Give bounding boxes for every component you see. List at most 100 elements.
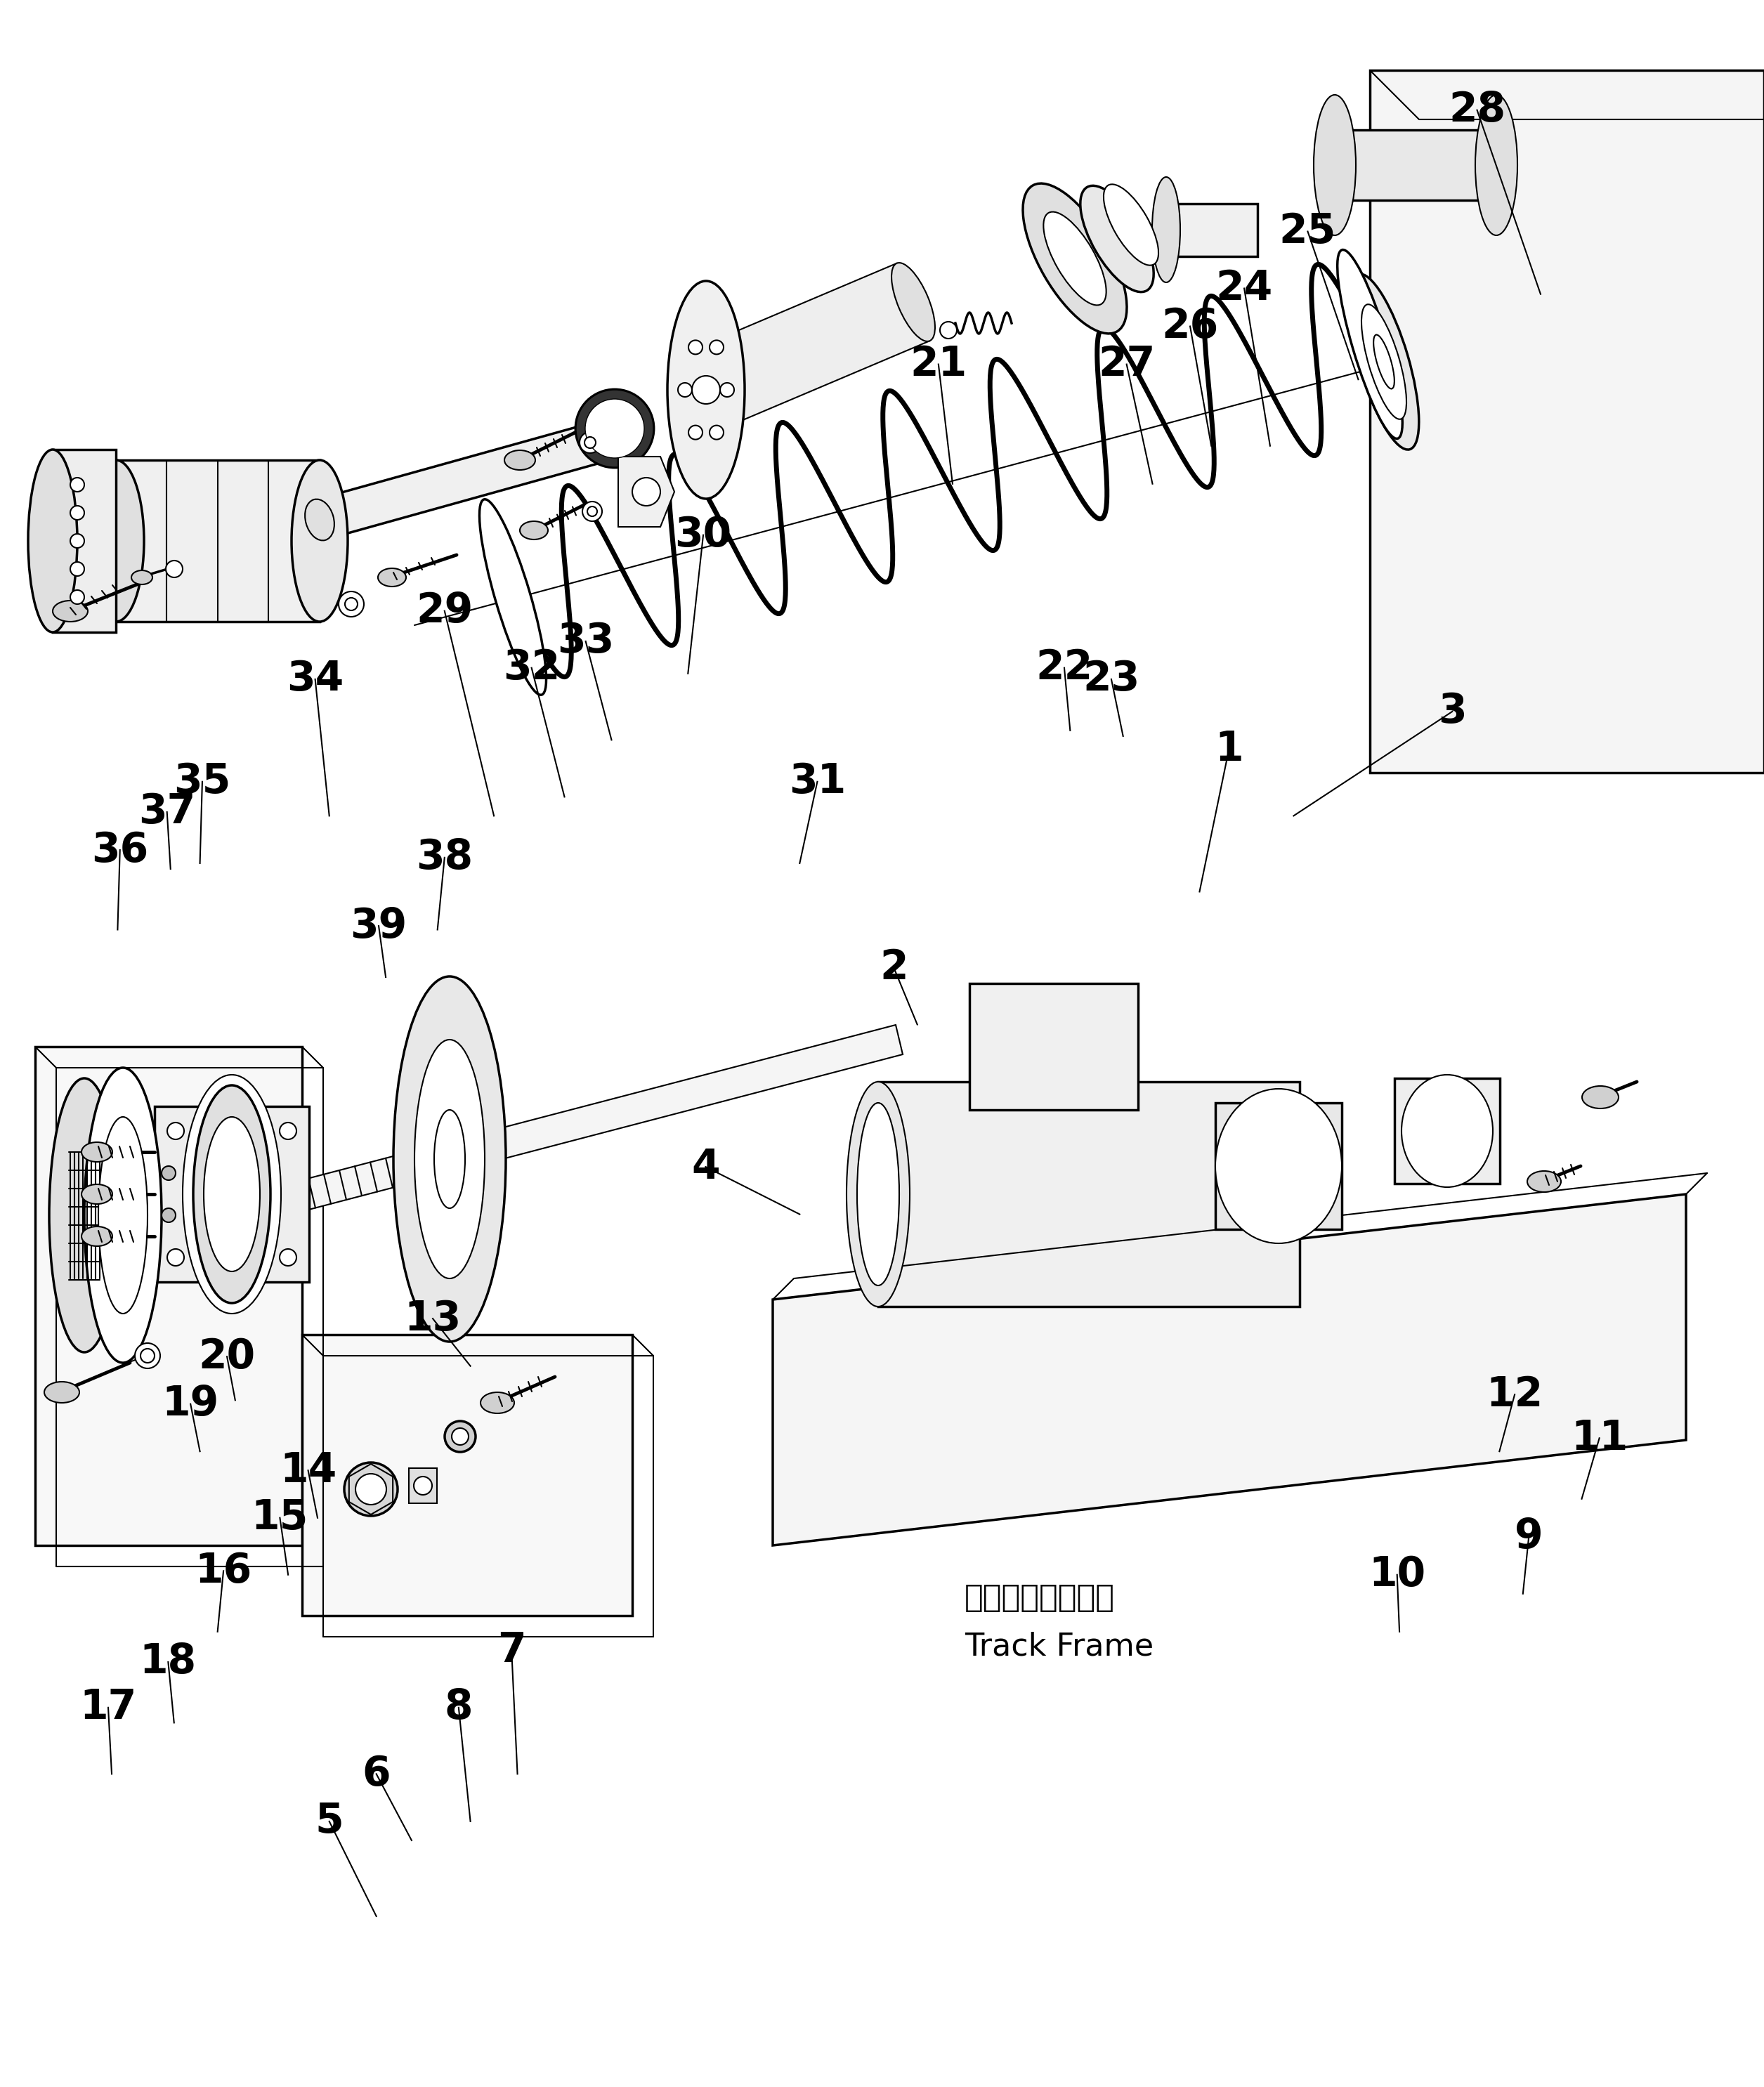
Ellipse shape [1337, 250, 1402, 438]
Text: 37: 37 [138, 791, 196, 833]
Text: 29: 29 [416, 591, 473, 630]
Bar [1395, 1079, 1499, 1183]
Text: 18: 18 [139, 1642, 196, 1682]
Text: 23: 23 [1083, 659, 1140, 699]
Circle shape [580, 432, 602, 453]
Circle shape [709, 426, 723, 440]
Text: 2: 2 [880, 947, 908, 987]
Circle shape [166, 561, 183, 578]
Ellipse shape [99, 1117, 148, 1313]
Text: 20: 20 [199, 1336, 256, 1377]
Ellipse shape [1152, 177, 1180, 282]
Circle shape [339, 591, 363, 618]
Ellipse shape [415, 1039, 485, 1279]
Ellipse shape [305, 499, 335, 541]
Text: 27: 27 [1097, 344, 1155, 384]
Circle shape [344, 1463, 397, 1515]
Polygon shape [35, 1048, 302, 1544]
Polygon shape [349, 1463, 393, 1515]
Text: 17: 17 [79, 1688, 138, 1728]
Circle shape [71, 534, 85, 549]
Circle shape [577, 390, 653, 467]
Ellipse shape [44, 1382, 79, 1402]
Text: トラックフレーム: トラックフレーム [965, 1582, 1115, 1613]
Text: 36: 36 [92, 831, 148, 870]
Ellipse shape [131, 570, 152, 584]
Ellipse shape [53, 601, 88, 622]
Text: 28: 28 [1448, 90, 1505, 129]
Circle shape [71, 478, 85, 493]
Polygon shape [773, 1194, 1686, 1544]
Circle shape [688, 426, 702, 440]
Ellipse shape [1374, 334, 1394, 388]
Ellipse shape [1080, 186, 1154, 292]
Ellipse shape [1104, 184, 1159, 265]
Ellipse shape [434, 1110, 466, 1208]
Ellipse shape [194, 1085, 270, 1302]
Text: 32: 32 [503, 647, 561, 689]
Polygon shape [690, 263, 930, 428]
Circle shape [445, 1421, 476, 1453]
Ellipse shape [1349, 273, 1418, 449]
Text: 10: 10 [1369, 1555, 1425, 1594]
Bar [1166, 205, 1258, 257]
Circle shape [584, 436, 596, 449]
Text: 15: 15 [250, 1498, 309, 1538]
Ellipse shape [1528, 1171, 1561, 1192]
Ellipse shape [1023, 184, 1127, 334]
Text: 6: 6 [362, 1753, 390, 1795]
Text: 21: 21 [910, 344, 967, 384]
Ellipse shape [377, 568, 406, 586]
Circle shape [71, 591, 85, 603]
Text: 33: 33 [557, 622, 614, 662]
Text: 39: 39 [349, 906, 407, 945]
Text: 14: 14 [279, 1450, 337, 1490]
Circle shape [162, 1167, 176, 1179]
Polygon shape [302, 1336, 632, 1615]
Circle shape [452, 1428, 469, 1444]
Text: 19: 19 [162, 1384, 219, 1423]
Circle shape [280, 1248, 296, 1267]
Ellipse shape [81, 1227, 113, 1246]
Circle shape [582, 501, 602, 522]
Text: 1: 1 [1215, 728, 1244, 770]
Text: 13: 13 [404, 1298, 462, 1338]
Text: 38: 38 [416, 837, 473, 879]
Circle shape [134, 1344, 161, 1369]
Circle shape [720, 382, 734, 397]
Ellipse shape [81, 1142, 113, 1162]
Ellipse shape [505, 451, 534, 470]
Circle shape [162, 1208, 176, 1223]
Circle shape [168, 1248, 183, 1267]
Ellipse shape [847, 1081, 910, 1306]
Text: 34: 34 [286, 659, 344, 699]
Polygon shape [1371, 71, 1764, 772]
Circle shape [577, 390, 653, 467]
Ellipse shape [857, 1102, 900, 1286]
Text: 8: 8 [445, 1688, 473, 1728]
Circle shape [356, 1473, 386, 1505]
Ellipse shape [28, 449, 78, 632]
Text: 31: 31 [789, 762, 847, 801]
Text: 25: 25 [1279, 211, 1337, 253]
Bar [878, 1081, 1300, 1306]
Ellipse shape [1582, 1085, 1619, 1108]
Bar [155, 1106, 309, 1281]
Text: 22: 22 [1035, 647, 1094, 689]
Circle shape [71, 505, 85, 520]
Text: 4: 4 [691, 1146, 720, 1188]
Ellipse shape [1044, 211, 1106, 305]
Bar [970, 983, 1138, 1110]
Ellipse shape [203, 1117, 259, 1271]
Ellipse shape [49, 1079, 120, 1352]
Ellipse shape [1475, 94, 1517, 236]
Ellipse shape [88, 459, 145, 622]
Text: 26: 26 [1161, 307, 1219, 346]
Bar [1335, 129, 1496, 200]
Circle shape [168, 1123, 183, 1140]
Ellipse shape [667, 282, 744, 499]
Ellipse shape [582, 422, 612, 463]
Polygon shape [617, 457, 674, 526]
Ellipse shape [291, 459, 348, 622]
Text: 12: 12 [1485, 1375, 1544, 1415]
